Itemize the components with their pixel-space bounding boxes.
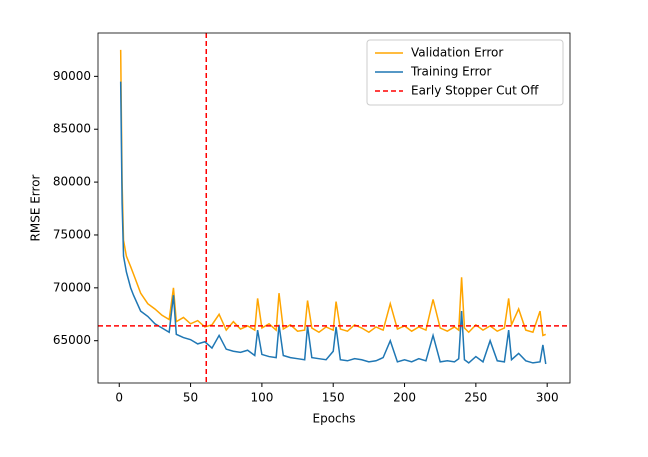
- y-tick-label: 90000: [53, 69, 91, 83]
- y-tick-label: 70000: [53, 280, 91, 294]
- y-tick-label: 80000: [53, 175, 91, 189]
- y-axis-label: RMSE Error: [29, 174, 43, 241]
- series-line: [119, 49, 547, 337]
- x-tick-label: 300: [536, 391, 559, 405]
- x-tick-label: 0: [115, 391, 123, 405]
- y-tick-label: 75000: [53, 227, 91, 241]
- x-tick-label: 50: [183, 391, 198, 405]
- plot-frame: [97, 32, 571, 384]
- x-tick-label: 250: [464, 391, 487, 405]
- y-tick-label: 65000: [53, 333, 91, 347]
- series-line: [119, 81, 547, 365]
- y-tick-label: 85000: [53, 122, 91, 136]
- legend-box: [366, 39, 564, 106]
- legend-label: Validation Error: [411, 46, 503, 60]
- legend-label: Early Stopper Cut Off: [411, 84, 539, 98]
- legend-label: Training Error: [410, 65, 491, 79]
- x-axis-label: Epochs: [313, 412, 356, 426]
- x-tick-label: 150: [322, 391, 345, 405]
- x-tick-label: 100: [250, 391, 273, 405]
- x-tick-label: 200: [393, 391, 416, 405]
